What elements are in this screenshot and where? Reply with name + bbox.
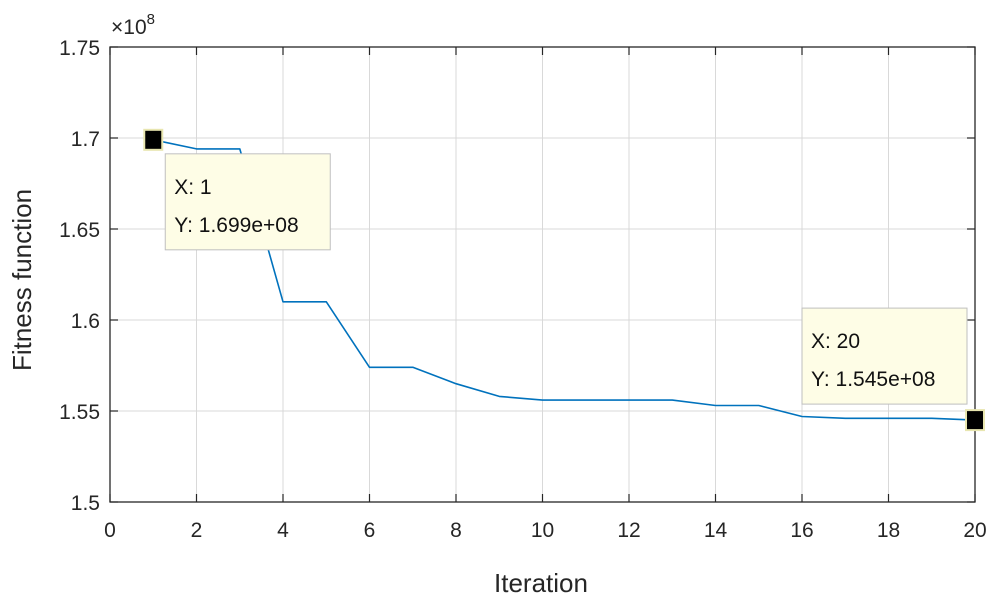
x-tick-label: 20 — [963, 519, 986, 542]
x-tick-label: 4 — [277, 519, 289, 542]
datatip-y-text: Y: 1.545e+08 — [811, 368, 935, 391]
x-tick-label: 6 — [364, 519, 376, 542]
series-lines — [153, 139, 976, 421]
x-tick-label: 0 — [104, 519, 116, 542]
y-scale-factor: ×108 — [111, 11, 155, 39]
x-tick-labels: 0 2 4 6 8 10 12 14 16 18 20 — [104, 519, 987, 542]
y-tick-label: 1.5 — [71, 492, 100, 515]
fitness-series-line — [153, 139, 976, 421]
datatip-x-text: X: 20 — [811, 330, 860, 353]
x-tick-label: 16 — [790, 519, 813, 542]
y-tick-label: 1.6 — [71, 310, 100, 333]
grid — [109, 46, 976, 503]
y-tick-label: 1.7 — [71, 128, 100, 151]
x-tick-label: 14 — [704, 519, 728, 542]
datatip-marker — [965, 409, 985, 432]
data-tips: X: 1 Y: 1.699e+08 X: 20 Y: 1.545e+08 — [143, 128, 985, 432]
y-axis-title: Fitness function — [7, 189, 37, 371]
datatip: X: 20 Y: 1.545e+08 — [801, 307, 985, 432]
x-tick-label: 12 — [617, 519, 640, 542]
axis-ticks — [109, 46, 976, 503]
y-tick-label: 1.75 — [59, 37, 100, 60]
y-tick-label: 1.65 — [59, 219, 100, 242]
datatip-box — [164, 153, 331, 251]
datatip-box — [801, 307, 968, 405]
x-tick-label: 2 — [191, 519, 203, 542]
datatip: X: 1 Y: 1.699e+08 — [143, 128, 331, 251]
datatip-y-text: Y: 1.699e+08 — [174, 214, 298, 237]
x-axis-title: Iteration — [494, 568, 588, 598]
x-tick-label: 10 — [531, 519, 554, 542]
y-tick-labels: 1.5 1.55 1.6 1.65 1.7 1.75 — [59, 37, 100, 515]
datatip-x-text: X: 1 — [174, 176, 211, 199]
x-tick-label: 18 — [877, 519, 900, 542]
x-tick-label: 8 — [450, 519, 462, 542]
datatip-marker — [143, 128, 164, 151]
y-tick-label: 1.55 — [59, 401, 100, 424]
